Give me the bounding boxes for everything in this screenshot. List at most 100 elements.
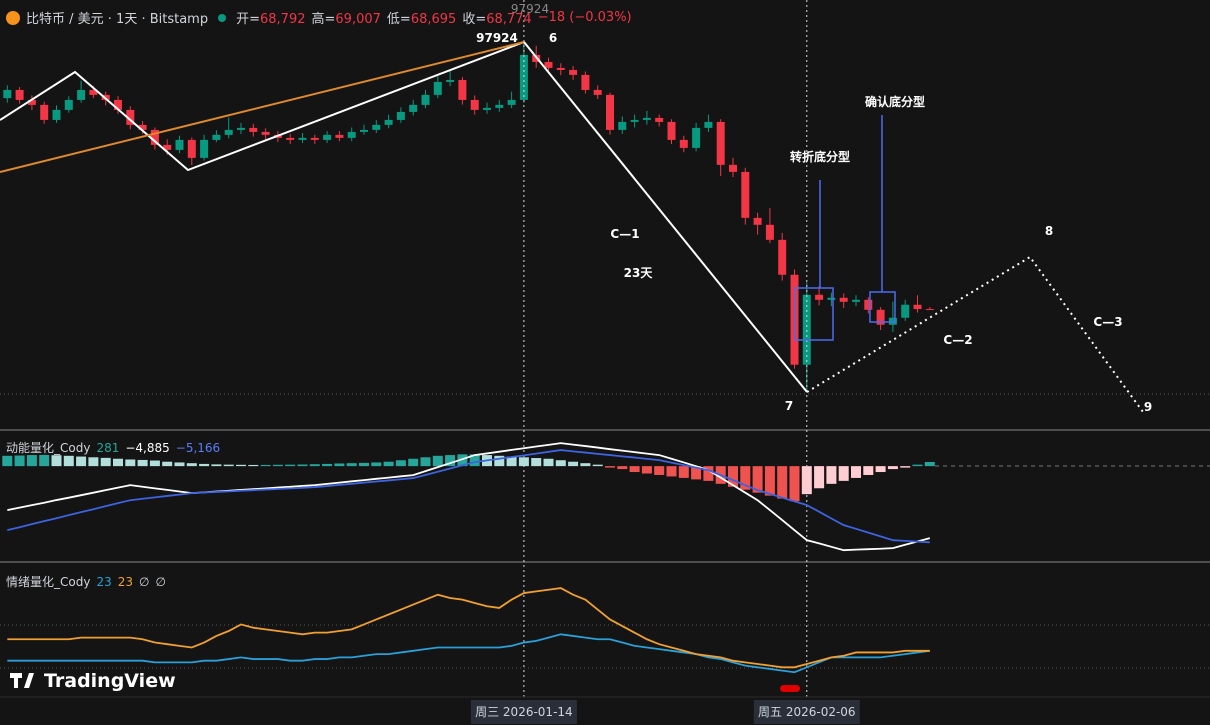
histogram-bar bbox=[666, 466, 677, 477]
wave-label: C—1 bbox=[610, 227, 639, 241]
candle-body bbox=[864, 299, 873, 310]
indicator-extra: ∅ bbox=[155, 574, 166, 589]
histogram-bar bbox=[445, 455, 456, 467]
ohlc-value: 68,792 bbox=[260, 12, 306, 27]
histogram-bar bbox=[359, 462, 369, 467]
candle-body bbox=[852, 299, 860, 302]
indicator-line bbox=[7, 442, 931, 552]
pattern-label: 转折底分型 bbox=[790, 149, 850, 164]
indicator-value: 23 bbox=[117, 574, 134, 589]
indicator-value: −4,885 bbox=[125, 440, 170, 455]
histogram-bar bbox=[900, 466, 911, 468]
candle-body bbox=[384, 119, 393, 125]
histogram-bar bbox=[395, 460, 406, 467]
sentiment-legend: 情绪量化_Cody 23 23 ∅ ∅ bbox=[6, 573, 166, 590]
histogram-bar bbox=[617, 466, 628, 470]
histogram-bar bbox=[764, 466, 775, 496]
histogram-bar bbox=[162, 461, 173, 467]
candle-body bbox=[729, 164, 737, 172]
histogram-bar bbox=[199, 463, 210, 467]
ohlc-value: 68,774 bbox=[486, 12, 532, 27]
candle-body bbox=[298, 137, 307, 140]
brand-icon bbox=[10, 673, 34, 688]
histogram-bar bbox=[457, 454, 468, 467]
ohlc: 收=68,774 bbox=[462, 8, 531, 27]
histogram-bar bbox=[125, 459, 136, 467]
histogram-bar bbox=[260, 464, 271, 467]
histogram-bar bbox=[383, 461, 394, 467]
histogram-bar bbox=[297, 464, 308, 467]
candle-body bbox=[692, 127, 701, 148]
histogram-bar bbox=[309, 464, 320, 467]
histogram-bar bbox=[39, 454, 50, 467]
change: −18 (−0.03%) bbox=[537, 10, 632, 25]
histogram-bar bbox=[777, 466, 788, 499]
histogram-bar bbox=[887, 466, 898, 470]
trend-line bbox=[0, 41, 525, 173]
candle-body bbox=[544, 61, 553, 68]
histogram-bar bbox=[580, 463, 591, 467]
histogram-bar bbox=[113, 458, 123, 467]
candle-body bbox=[778, 239, 787, 275]
symbol: 比特币 / 美元 · 1天 · Bitstamp bbox=[26, 12, 209, 27]
histogram-bar bbox=[26, 455, 37, 467]
candle-body bbox=[667, 121, 676, 140]
histogram-bar bbox=[236, 464, 246, 467]
candle-body bbox=[126, 109, 135, 125]
candle-body bbox=[15, 89, 24, 100]
histogram-bar bbox=[186, 463, 197, 467]
peak-label: 97924 bbox=[476, 31, 518, 45]
indicator-value: −5,166 bbox=[175, 440, 221, 455]
histogram-bar bbox=[924, 461, 935, 467]
candle-body bbox=[3, 89, 12, 99]
candle-body bbox=[360, 129, 368, 132]
histogram-bar bbox=[728, 466, 738, 487]
date-label-box bbox=[470, 700, 577, 724]
candle-body bbox=[495, 104, 504, 108]
candle-body bbox=[753, 217, 762, 225]
zigzag bbox=[0, 41, 525, 172]
candle-body bbox=[175, 139, 184, 150]
histogram-bar bbox=[211, 464, 222, 467]
histogram-bar bbox=[432, 455, 443, 467]
histogram-bar bbox=[63, 455, 74, 467]
candle-body bbox=[642, 117, 651, 120]
candle-body bbox=[458, 79, 467, 100]
candle-body bbox=[507, 99, 516, 105]
histogram-bar bbox=[408, 458, 419, 467]
histogram-bar bbox=[285, 464, 296, 467]
histogram-bar bbox=[641, 466, 652, 474]
histogram-bar bbox=[149, 460, 160, 467]
histogram-bar bbox=[137, 459, 148, 467]
candle-body bbox=[876, 309, 885, 325]
indicator-title: 情绪量化_Cody bbox=[6, 575, 91, 589]
candle-body bbox=[470, 99, 479, 110]
candle-body bbox=[249, 127, 258, 132]
histogram-bar bbox=[605, 466, 615, 468]
indicator-line bbox=[7, 587, 930, 669]
candle-body bbox=[163, 144, 172, 150]
histogram-bar bbox=[568, 461, 579, 467]
histogram-bar bbox=[346, 463, 357, 467]
candle-body bbox=[630, 119, 639, 122]
histogram-bar bbox=[51, 455, 62, 467]
candle-body bbox=[815, 294, 824, 300]
brand: TradingView bbox=[10, 670, 176, 692]
histogram-bar bbox=[543, 458, 554, 467]
wave-label: 8 bbox=[1045, 224, 1053, 238]
candle-body bbox=[655, 117, 664, 122]
drawings bbox=[0, 41, 1144, 413]
ohlc-key: 低= bbox=[386, 12, 411, 27]
histogram-bar bbox=[14, 455, 25, 467]
candle-body bbox=[802, 294, 811, 365]
histogram-bar bbox=[272, 464, 283, 467]
macd-legend: 动能量化_Cody 281 −4,885 −5,166 bbox=[6, 439, 220, 456]
candle-body bbox=[901, 304, 910, 318]
histogram-bar bbox=[223, 464, 234, 467]
crosshair-price: 97924 bbox=[511, 2, 549, 16]
histogram-bar bbox=[531, 458, 542, 467]
indicator-line bbox=[7, 633, 930, 674]
date-label: 周五 2026-02-06 bbox=[758, 705, 856, 719]
indicator-line bbox=[7, 449, 930, 544]
ohlc: 高=69,007 bbox=[312, 8, 381, 27]
